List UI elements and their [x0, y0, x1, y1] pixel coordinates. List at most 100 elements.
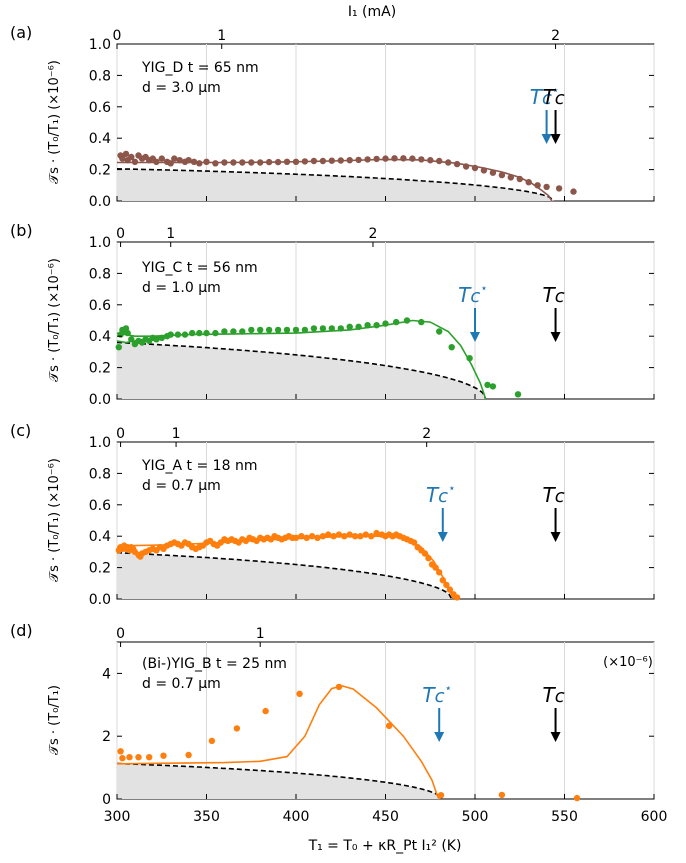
data-point: [403, 317, 411, 324]
data-point: [203, 158, 210, 165]
data-point: [131, 158, 139, 165]
y-tick-label: 1.0: [89, 235, 111, 251]
data-point: [221, 159, 228, 166]
data-point: [298, 533, 305, 540]
data-point: [471, 164, 479, 172]
data-point: [489, 169, 497, 176]
y-tick-label: 2: [102, 729, 111, 745]
data-point: [265, 326, 273, 334]
data-point: [265, 158, 273, 166]
data-point: [436, 328, 443, 335]
data-point: [453, 594, 461, 601]
data-point: [212, 329, 219, 337]
mean-field-dashed-curve: [116, 551, 453, 600]
data-point: [373, 529, 380, 537]
tc-star-marker-arrow-head: [437, 532, 448, 542]
data-point: [153, 158, 160, 165]
top-tick-label: 1: [256, 626, 265, 642]
data-point: [301, 326, 309, 334]
data-point: [432, 564, 439, 571]
data-point: [319, 325, 327, 332]
data-point: [319, 157, 327, 165]
data-point: [122, 150, 130, 158]
data-point: [248, 159, 255, 166]
tc-marker-label: Tc: [542, 85, 564, 109]
data-point: [171, 155, 178, 162]
data-point: [480, 167, 488, 174]
thickness-label: d = 1.0 µm: [142, 280, 221, 296]
data-point: [310, 325, 318, 332]
shaded-region: [117, 342, 486, 399]
tc-marker-label: Tc: [542, 683, 564, 707]
data-point: [409, 155, 416, 162]
tc-star-marker-label: Tc⋆: [426, 481, 456, 507]
data-point: [489, 383, 497, 390]
top-tick-label: 1: [166, 226, 175, 242]
data-point: [462, 163, 470, 170]
data-point: [385, 722, 393, 729]
data-point: [185, 157, 192, 164]
tc-marker-arrow-head: [550, 732, 561, 742]
data-point: [418, 318, 425, 326]
data-point: [135, 754, 142, 761]
y-axis-label: 𝒯s · (T₀/T₁) (×10⁻⁶): [47, 60, 62, 184]
panel-a: (a) 0.0 0.2 0.4 0.6 0.8 1.0 0 1 2 YIG_D t = 65 …: [10, 23, 655, 210]
data-point: [190, 158, 198, 165]
data-point: [274, 326, 282, 334]
data-point: [364, 322, 371, 329]
data-point: [436, 569, 443, 576]
data-point: [439, 577, 446, 584]
data-point: [335, 683, 343, 691]
sample-label: (Bi-)YIG_B t = 25 nm: [142, 656, 287, 672]
mean-field-dashed-curve: [116, 762, 442, 800]
data-point: [189, 329, 196, 337]
data-point: [167, 160, 174, 167]
data-point: [446, 586, 454, 593]
top-tick-label: 2: [422, 426, 431, 442]
data-point: [382, 320, 389, 327]
data-point: [176, 157, 183, 164]
data-point: [124, 329, 131, 337]
data-point: [391, 155, 398, 162]
y-tick-label: 0.0: [89, 392, 111, 408]
data-point: [301, 158, 309, 165]
x-tick-label: 600: [641, 809, 668, 825]
mean-field-shaded-region: [116, 762, 442, 800]
data-point: [212, 160, 219, 167]
mean-field-shaded-region: [116, 341, 487, 400]
data-point: [410, 539, 418, 546]
x-ticks: [116, 196, 655, 201]
data-points: [115, 529, 461, 601]
data-point: [310, 157, 318, 165]
data-point: [128, 336, 135, 343]
data-point: [239, 328, 246, 335]
data-points: [117, 150, 577, 195]
bottom-x-axis: 300 350 400 450 500 550 600: [104, 809, 668, 825]
x-tick-label: 550: [551, 809, 578, 825]
data-point: [196, 160, 203, 167]
data-point: [573, 794, 581, 802]
data-point: [257, 159, 264, 166]
x-tick-label: 450: [372, 809, 399, 825]
data-point: [248, 326, 255, 334]
data-point: [346, 323, 353, 330]
y-axis-label: 𝒯s · (T₀/T₁) (×10⁻⁶): [47, 458, 62, 582]
sample-label: YIG_A t = 18 nm: [141, 458, 257, 474]
data-point: [484, 381, 491, 389]
data-point: [319, 533, 327, 540]
tc-star-marker-arrow-head: [470, 332, 480, 342]
thickness-label: d = 0.7 µm: [142, 676, 221, 692]
data-point: [393, 318, 400, 326]
data-point: [525, 179, 532, 186]
tc-marker-label: Tc: [542, 483, 564, 507]
tc-marker-label: Tc: [542, 283, 564, 307]
data-point: [498, 791, 506, 799]
data-point: [239, 159, 246, 166]
y-ticks: 0.0 0.2 0.4 0.6 0.8 1.0: [89, 435, 654, 608]
data-point: [296, 690, 303, 697]
data-point: [117, 748, 124, 755]
data-point: [167, 331, 174, 338]
x-ticks: [116, 594, 655, 599]
data-point: [421, 550, 429, 557]
